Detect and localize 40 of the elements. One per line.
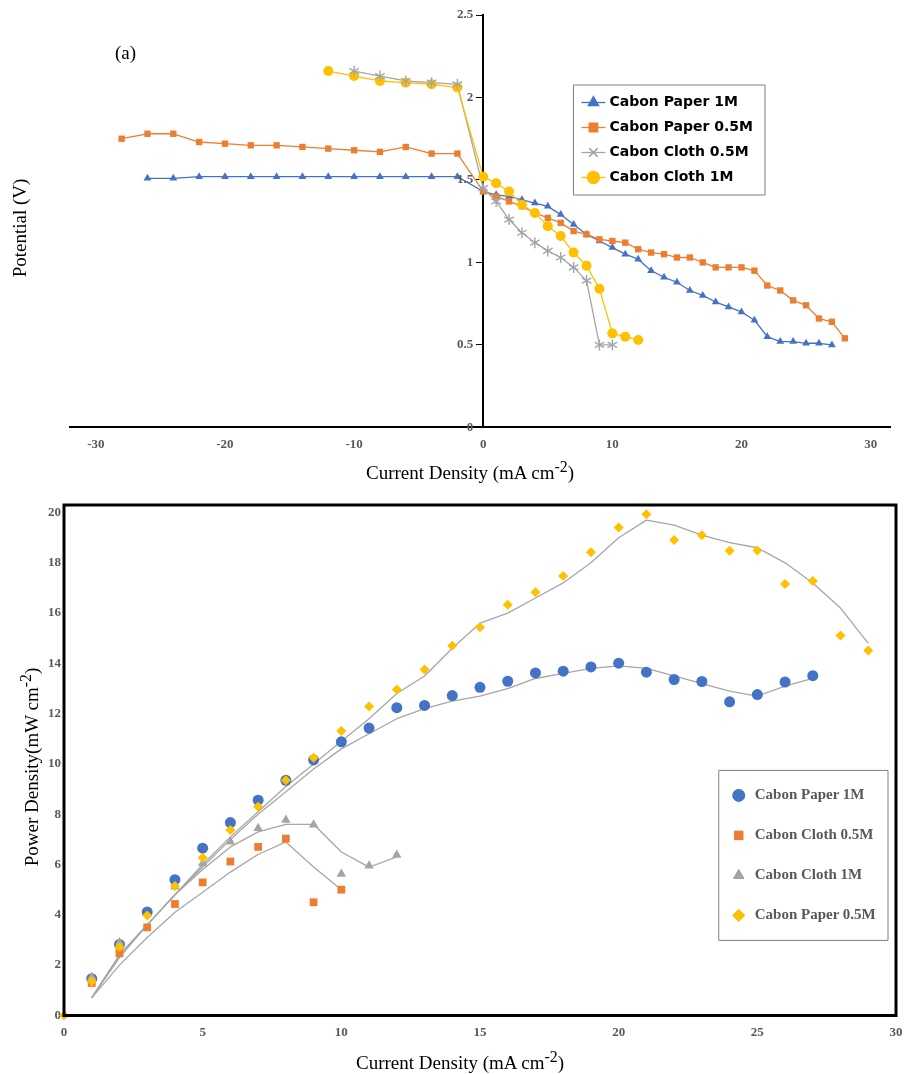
- y-tick-label: 6: [54, 855, 62, 871]
- y-tick-label: 2: [466, 88, 474, 104]
- x-tick-label: -30: [87, 435, 105, 451]
- y-tick-label: 0: [54, 1006, 61, 1022]
- legend-label: Cabon Cloth 0.5M: [609, 143, 749, 160]
- x-tick-label: 25: [750, 1023, 765, 1039]
- y-tick-label: 20: [48, 503, 61, 519]
- y-tick-label: 0.5: [456, 336, 474, 352]
- legend-label: Cabon Paper 0.5M: [609, 118, 753, 135]
- y-tick-label: 16: [48, 604, 62, 620]
- y-tick-label: 2: [54, 956, 61, 972]
- x-tick-label: 30: [889, 1023, 903, 1039]
- x-tick-label: 0: [479, 435, 487, 451]
- y-tick-label: 1: [466, 253, 474, 269]
- y-tick-label: 12: [48, 705, 61, 721]
- x-tick-label: 20: [735, 435, 748, 451]
- x-tick-label: 5: [199, 1023, 207, 1039]
- legend-label: Cabon Cloth 1M: [609, 168, 734, 185]
- y-axis-title: Potential (V): [9, 178, 31, 277]
- x-tick-label: 20: [612, 1023, 626, 1039]
- x-tick-label: 30: [864, 435, 878, 451]
- x-axis-title: Current Density (mA cm$^{-2}$): [366, 458, 574, 485]
- y-tick-label: 8: [54, 805, 62, 821]
- legend-label: Cabon Cloth 0.5M: [754, 826, 874, 843]
- x-axis-title: Current Density (mA cm$^{-2}$): [356, 1048, 564, 1074]
- y-tick-label: 10: [48, 755, 61, 771]
- legend-label: Cabon Cloth 1M: [754, 866, 863, 883]
- legend-label: Cabon Paper 1M: [754, 786, 865, 803]
- y-tick-label: 14: [48, 654, 62, 670]
- x-tick-label: -10: [345, 435, 363, 451]
- x-tick-label: 15: [473, 1023, 487, 1039]
- x-tick-label: 10: [334, 1023, 348, 1039]
- legend-label: Cabon Paper 1M: [609, 93, 738, 110]
- y-tick-label: 18: [48, 554, 62, 570]
- x-tick-label: 10: [605, 435, 619, 451]
- legend-label: Cabon Paper 0.5M: [754, 906, 876, 923]
- y-tick-label: 4: [54, 906, 62, 922]
- y-tick-label: 2.5: [456, 6, 474, 22]
- x-tick-label: -20: [216, 435, 234, 451]
- annotation: (a): [115, 42, 137, 65]
